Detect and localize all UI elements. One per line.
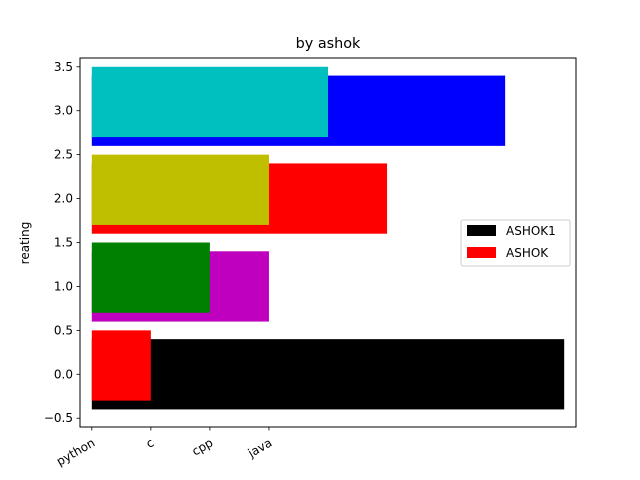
legend-swatch-ashok1	[467, 225, 496, 236]
chart-title: by ashok	[296, 36, 361, 52]
legend-swatch-ashok	[467, 247, 496, 258]
bar-ashok1-0	[91, 339, 565, 410]
bar-ashok-2	[91, 154, 269, 225]
y-tick-label: 1.0	[54, 279, 73, 293]
legend: ASHOK1 ASHOK	[460, 219, 571, 267]
y-tick-label: 0.0	[54, 367, 73, 381]
y-tick-label: −0.5	[44, 411, 73, 425]
y-tick-label: 1.5	[54, 236, 73, 250]
y-axis: −0.5 0.0 0.5 1.0 1.5 2.0 2.5 3.0 3.5	[44, 60, 80, 425]
legend-label-ashok1: ASHOK1	[506, 224, 556, 238]
y-tick-label: 2.5	[54, 148, 73, 162]
bar-ashok-3	[91, 66, 328, 138]
y-axis-label: reating	[18, 222, 32, 265]
y-tick-label: 3.0	[54, 104, 73, 118]
bar-ashok-0	[91, 330, 151, 401]
bars-layer	[91, 66, 565, 410]
bar-ashok-1	[91, 242, 210, 313]
y-tick-label: 2.0	[54, 192, 73, 206]
y-tick-label: 3.5	[54, 60, 73, 74]
legend-label-ashok: ASHOK	[506, 246, 549, 260]
y-tick-label: 0.5	[54, 323, 73, 337]
